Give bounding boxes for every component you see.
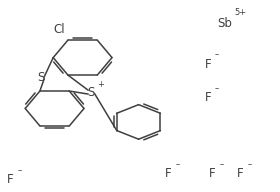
Text: S: S — [37, 71, 44, 84]
Text: +: + — [97, 80, 104, 89]
Text: –: – — [219, 160, 223, 169]
Text: Sb: Sb — [217, 17, 232, 30]
Text: F: F — [237, 167, 243, 180]
Text: F: F — [204, 91, 211, 104]
Text: –: – — [247, 160, 251, 169]
Text: F: F — [209, 167, 215, 180]
Text: 5+: 5+ — [234, 8, 246, 17]
Text: –: – — [18, 166, 22, 175]
Text: S: S — [87, 86, 95, 99]
Text: F: F — [7, 173, 14, 186]
Text: –: – — [215, 50, 219, 60]
Text: Cl: Cl — [53, 23, 65, 36]
Text: F: F — [165, 167, 172, 180]
Text: F: F — [204, 58, 211, 71]
Text: –: – — [176, 160, 180, 169]
Text: –: – — [215, 84, 219, 93]
